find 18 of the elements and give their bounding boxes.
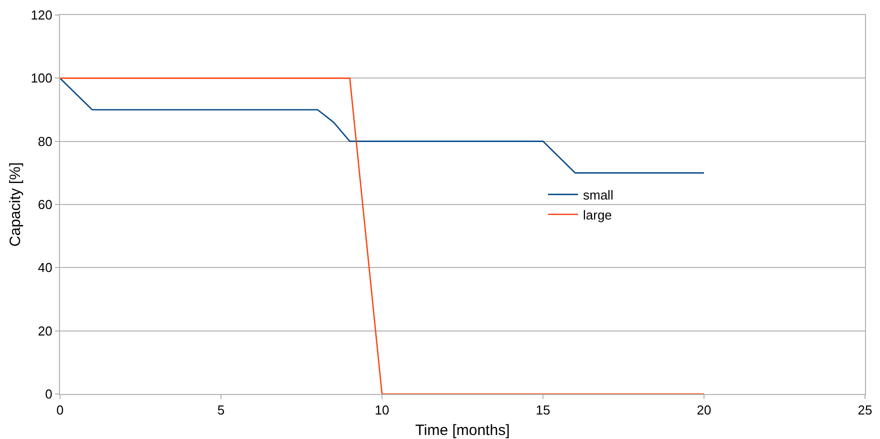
x-tick-label: 5 <box>217 402 225 418</box>
y-tick-label: 120 <box>30 8 52 23</box>
y-tick-label: 60 <box>38 197 52 212</box>
x-tick-label: 20 <box>696 402 712 418</box>
y-tick-label: 100 <box>30 70 52 86</box>
y-axis-title: Capacity [%] <box>7 162 24 247</box>
legend-label: small <box>583 188 614 203</box>
y-tick-label: 40 <box>38 260 52 276</box>
x-tick-label: 25 <box>858 402 872 418</box>
y-tick-label: 80 <box>38 134 52 149</box>
y-tick-label: 0 <box>45 386 52 402</box>
y-tick-label: 20 <box>38 323 52 338</box>
x-tick-label: 10 <box>374 402 390 418</box>
line-series <box>60 78 705 174</box>
legend-label: large <box>583 207 612 222</box>
x-axis-title: Time [months] <box>415 422 510 439</box>
x-tick-label: 15 <box>536 402 550 418</box>
x-tick-label: 0 <box>56 402 64 418</box>
